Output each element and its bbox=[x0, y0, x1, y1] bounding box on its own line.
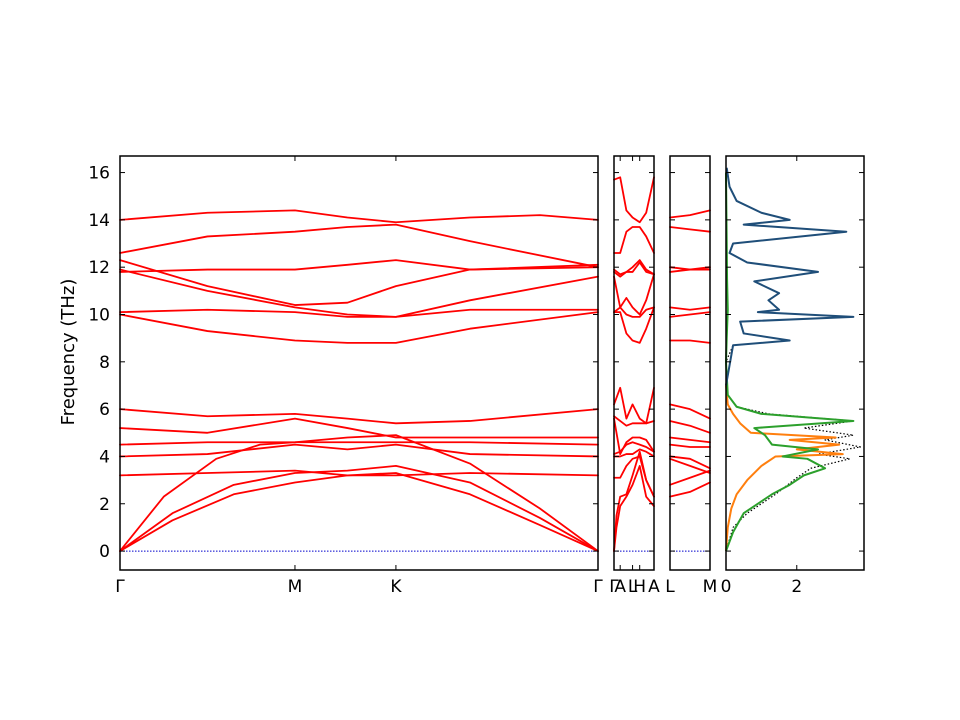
kpoint-label-p0-3: Γ bbox=[593, 577, 603, 597]
band-p2-0 bbox=[669, 481, 711, 498]
kpoint-label-p2-0: L bbox=[665, 577, 675, 597]
band-p2-12 bbox=[669, 266, 711, 271]
kpoint-label-p1-1: A bbox=[614, 577, 626, 597]
band-p0-4 bbox=[119, 443, 599, 458]
band-p1-7 bbox=[613, 386, 655, 425]
band-p2-2 bbox=[669, 457, 711, 474]
y-tick-label-0: 0 bbox=[99, 542, 110, 562]
band-panel-frame-2 bbox=[669, 155, 711, 571]
kpoint-label-p1-0: Γ bbox=[609, 577, 619, 597]
band-panel-frame-0 bbox=[119, 155, 599, 571]
dos-curve-1 bbox=[725, 385, 844, 552]
band-panel-frame-1 bbox=[613, 155, 655, 571]
band-p0-5 bbox=[119, 441, 599, 446]
band-p2-7 bbox=[669, 403, 711, 420]
dos-panel-frame bbox=[725, 155, 865, 571]
y-tick-label-2: 4 bbox=[99, 447, 110, 467]
y-tick-label-7: 14 bbox=[88, 211, 110, 231]
band-p0-6 bbox=[119, 417, 599, 439]
kpoint-label-p1-2: L bbox=[628, 577, 638, 597]
band-p1-13 bbox=[613, 226, 655, 254]
band-p1-5 bbox=[613, 417, 655, 455]
band-p0-1 bbox=[119, 465, 599, 552]
band-p0-12 bbox=[119, 259, 599, 273]
band-p2-14 bbox=[669, 209, 711, 219]
band-p1-11 bbox=[613, 261, 655, 278]
band-p1-10 bbox=[613, 273, 655, 316]
band-p2-6 bbox=[669, 420, 711, 434]
band-p1-14 bbox=[613, 176, 655, 224]
band-p1-2 bbox=[613, 455, 655, 498]
band-p0-13 bbox=[119, 223, 599, 269]
kpoint-label-p1-3: H bbox=[633, 577, 646, 597]
band-p0-14 bbox=[119, 209, 599, 224]
band-p2-13 bbox=[669, 226, 711, 233]
y-tick-label-6: 12 bbox=[88, 258, 110, 278]
band-p2-5 bbox=[669, 436, 711, 444]
y-tick-label-8: 16 bbox=[88, 164, 110, 184]
band-p0-3 bbox=[119, 469, 599, 477]
dos-curve-2 bbox=[725, 172, 855, 552]
kpoint-label-p1-4: A bbox=[648, 577, 660, 597]
dos-x-tick-label-1: 2 bbox=[791, 577, 802, 597]
band-p1-3 bbox=[613, 448, 655, 458]
kpoint-label-p0-1: M bbox=[288, 577, 303, 597]
dos-curve-3 bbox=[725, 167, 855, 386]
band-p2-1 bbox=[669, 469, 711, 486]
y-tick-label-4: 8 bbox=[99, 353, 110, 373]
kpoint-label-p0-2: K bbox=[390, 577, 402, 597]
band-p1-0 bbox=[613, 465, 655, 552]
band-p0-9 bbox=[119, 308, 599, 318]
band-p2-9 bbox=[669, 311, 711, 318]
band-p2-10 bbox=[669, 306, 711, 311]
band-p0-7 bbox=[119, 408, 599, 425]
kpoint-label-p0-0: Γ bbox=[115, 577, 125, 597]
y-axis-label: Frequency (THz) bbox=[58, 279, 79, 426]
band-p0-10 bbox=[119, 268, 599, 318]
dos-curve-0 bbox=[725, 167, 862, 552]
band-p2-4 bbox=[669, 443, 711, 448]
dos-x-tick-label-0: 0 bbox=[721, 577, 732, 597]
y-tick-label-5: 10 bbox=[88, 306, 110, 326]
band-p1-8 bbox=[613, 306, 655, 344]
band-p0-8 bbox=[119, 311, 599, 344]
y-tick-label-1: 2 bbox=[99, 495, 110, 515]
band-p2-3 bbox=[669, 455, 711, 470]
band-p1-12 bbox=[613, 259, 655, 276]
kpoint-label-p2-1: M bbox=[703, 577, 718, 597]
y-tick-label-3: 6 bbox=[99, 400, 110, 420]
band-p2-8 bbox=[669, 339, 711, 344]
band-p0-2 bbox=[119, 434, 599, 552]
